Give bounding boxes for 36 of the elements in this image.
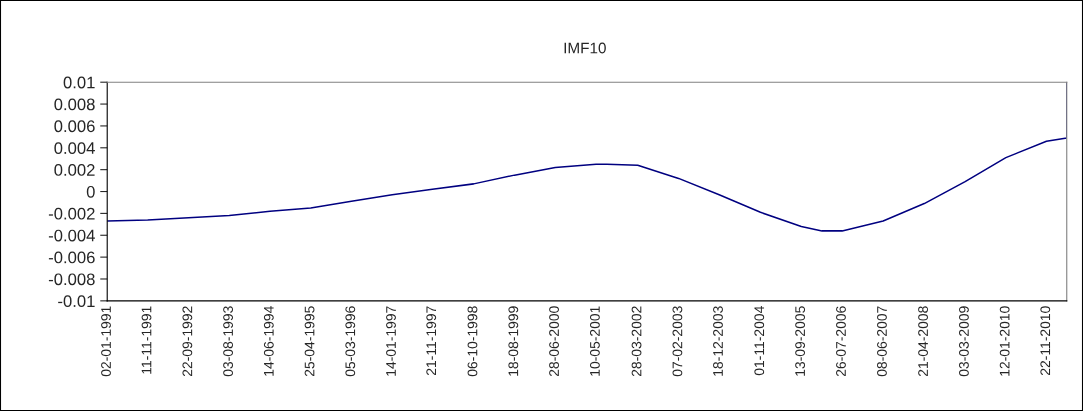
chart-title: IMF10: [564, 42, 606, 54]
y-tick-label: 0.01: [63, 76, 95, 89]
y-tick-label: 0.008: [54, 98, 95, 111]
x-tick-label: 02-01-1991: [101, 306, 111, 377]
x-tick-label: 01-11-2004: [754, 306, 765, 376]
x-tick-label: 25-04-1995: [304, 306, 315, 377]
y-tick-label: 0.006: [54, 120, 95, 133]
y-tick-label: 0.002: [54, 164, 95, 176]
x-tick-label: 28-06-2000: [549, 306, 559, 377]
x-tick-label: 22-11-2010: [1040, 306, 1051, 376]
x-tick-label: 12-01-2010: [999, 306, 1010, 376]
x-tick-label: 07-02-2003: [672, 306, 683, 377]
y-tick-label: 0: [86, 185, 95, 198]
y-tick-label: -0.006: [48, 251, 95, 264]
x-tick-label: 11-11-1991: [141, 306, 152, 374]
x-tick-label: 05-03-1996: [345, 306, 356, 377]
x-tick-label: 14-01-1997: [386, 306, 396, 376]
y-tick-label: 0.004: [54, 142, 95, 154]
x-tick-label: 14-06-1994: [263, 306, 274, 376]
x-tick-label: 03-03-2009: [959, 306, 969, 377]
y-tick-label: -0.008: [48, 273, 95, 286]
x-tick-label: 13-09-2005: [795, 306, 806, 376]
x-tick-label: 26-07-2006: [836, 306, 846, 377]
x-tick-label: 08-06-2007: [877, 306, 887, 377]
x-tick-label: 06-10-1998: [467, 306, 478, 377]
y-tick-label: -0.002: [48, 207, 95, 220]
x-tick-label: 22-09-1992: [182, 306, 193, 377]
x-tick-label: 18-12-2003: [713, 306, 723, 376]
x-tick-label: 28-03-2002: [631, 306, 642, 377]
y-tick-label: -0.01: [58, 295, 95, 308]
x-tick-label: 18-08-1999: [508, 306, 519, 376]
x-tick-label: 03-08-1993: [223, 306, 233, 377]
x-tick-label: 21-04-2008: [918, 306, 928, 377]
x-tick-label: 21-11-1997: [426, 306, 437, 376]
y-tick-label: -0.004: [48, 229, 95, 242]
x-tick-label: 10-05-2001: [589, 306, 600, 376]
